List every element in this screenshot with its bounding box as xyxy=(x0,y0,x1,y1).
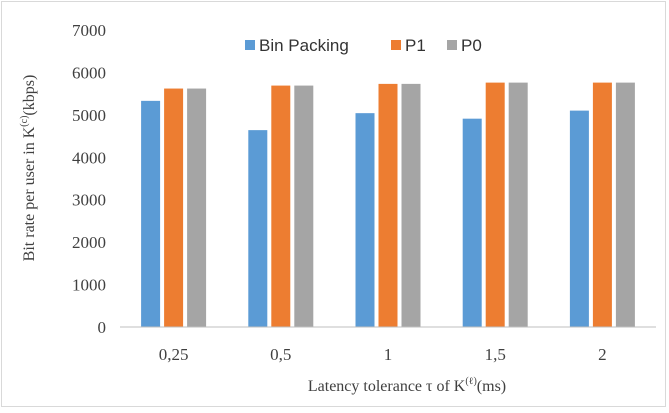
x-axis-title: Latency tolerance τ of K(ℓ)(ms) xyxy=(308,376,506,395)
y-tick-label: 3000 xyxy=(72,191,106,210)
bar-chart: 0 1000 2000 3000 4000 5000 6000 7000 0,25 0,5 1 1,… xyxy=(19,21,656,395)
y-tick-label: 2000 xyxy=(72,233,106,252)
bars xyxy=(141,82,635,328)
legend: Bin Packing P1 P0 xyxy=(245,36,482,55)
bar-bin-packing-2 xyxy=(355,113,375,327)
bar-bin-packing-1 xyxy=(248,130,268,327)
bar-p1-1 xyxy=(271,85,291,328)
bar-bin-packing-3 xyxy=(462,118,482,327)
bar-p0-2 xyxy=(401,83,421,328)
y-axis-title: Bit rate per user in K(c)(kbps) xyxy=(19,75,38,262)
y-tick-label: 7000 xyxy=(72,21,106,40)
x-tick-label: 1 xyxy=(384,345,393,364)
chart-frame: 0 1000 2000 3000 4000 5000 6000 7000 0,25 0,5 1 1,… xyxy=(1,1,666,407)
y-tick-label: 1000 xyxy=(72,276,106,295)
x-tick-label: 1,5 xyxy=(485,345,506,364)
bar-bin-packing-4 xyxy=(569,110,589,327)
legend-label: Bin Packing xyxy=(259,36,349,55)
x-tick-label: 0,5 xyxy=(270,345,291,364)
legend-swatch-bin-packing xyxy=(245,40,255,50)
bar-p1-4 xyxy=(592,82,612,328)
bar-p1-2 xyxy=(378,83,398,328)
legend-swatch-p0 xyxy=(447,40,457,50)
bar-bin-packing-0 xyxy=(141,100,161,327)
y-tick-labels: 0 1000 2000 3000 4000 5000 6000 7000 xyxy=(72,21,106,337)
legend-label: P0 xyxy=(461,36,482,55)
y-tick-label: 5000 xyxy=(72,106,106,125)
y-tick-label: 0 xyxy=(98,318,107,337)
bar-p0-1 xyxy=(294,85,314,328)
bar-p0-3 xyxy=(508,82,528,328)
y-tick-label: 4000 xyxy=(72,148,106,167)
x-tick-label: 0,25 xyxy=(159,345,189,364)
bar-p0-0 xyxy=(187,88,207,328)
x-tick-label: 2 xyxy=(598,345,607,364)
y-tick-label: 6000 xyxy=(72,63,106,82)
legend-label: P1 xyxy=(405,36,426,55)
bar-p0-4 xyxy=(615,82,635,328)
bar-p1-0 xyxy=(164,88,184,328)
legend-swatch-p1 xyxy=(391,40,401,50)
x-tick-labels: 0,25 0,5 1 1,5 2 xyxy=(159,345,607,364)
bar-p1-3 xyxy=(485,82,505,328)
